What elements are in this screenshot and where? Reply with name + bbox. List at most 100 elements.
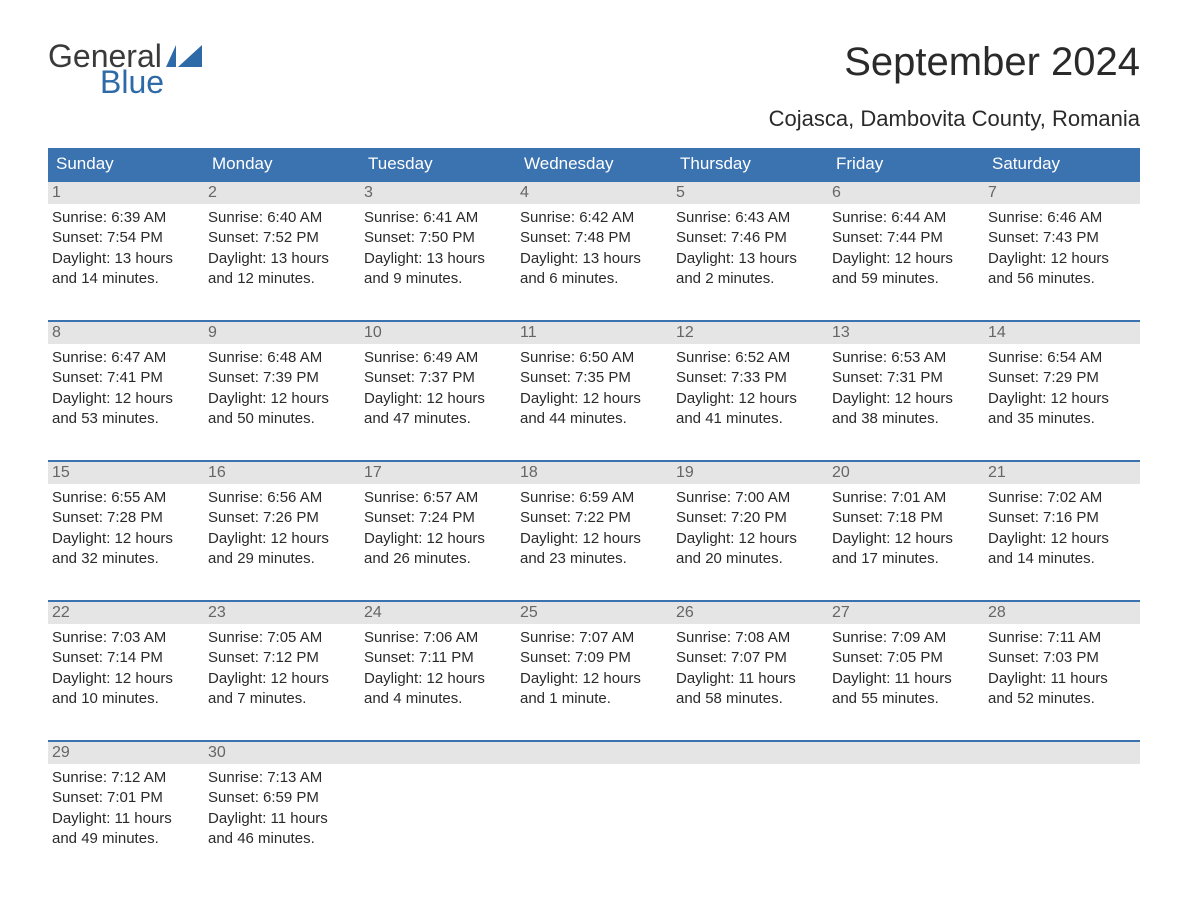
day-d2: and 47 minutes. <box>364 409 508 429</box>
day-d1: Daylight: 12 hours <box>988 249 1132 269</box>
day-cell: Sunrise: 7:08 AMSunset: 7:07 PMDaylight:… <box>672 624 828 713</box>
day-sunset: Sunset: 7:20 PM <box>676 508 820 528</box>
day-sunrise: Sunrise: 6:46 AM <box>988 208 1132 228</box>
day-number: 4 <box>516 181 672 204</box>
day-sunset: Sunset: 7:46 PM <box>676 228 820 248</box>
day-d1: Daylight: 12 hours <box>832 249 976 269</box>
day-sunset: Sunset: 7:11 PM <box>364 648 508 668</box>
day-d2: and 14 minutes. <box>988 549 1132 569</box>
day-sunset: Sunset: 7:26 PM <box>208 508 352 528</box>
day-cell: Sunrise: 6:42 AMSunset: 7:48 PMDaylight:… <box>516 204 672 293</box>
day-cell <box>516 764 672 853</box>
day-sunrise: Sunrise: 7:02 AM <box>988 488 1132 508</box>
day-sunset: Sunset: 7:24 PM <box>364 508 508 528</box>
day-d1: Daylight: 11 hours <box>52 809 196 829</box>
empty-day <box>360 741 516 764</box>
day-number: 13 <box>828 321 984 344</box>
day-d1: Daylight: 12 hours <box>208 529 352 549</box>
day-sunset: Sunset: 7:07 PM <box>676 648 820 668</box>
day-cell: Sunrise: 6:50 AMSunset: 7:35 PMDaylight:… <box>516 344 672 433</box>
day-sunrise: Sunrise: 7:09 AM <box>832 628 976 648</box>
day-number: 10 <box>360 321 516 344</box>
day-d1: Daylight: 12 hours <box>520 669 664 689</box>
day-sunset: Sunset: 7:09 PM <box>520 648 664 668</box>
day-d1: Daylight: 12 hours <box>364 389 508 409</box>
day-cell: Sunrise: 6:59 AMSunset: 7:22 PMDaylight:… <box>516 484 672 573</box>
day-cell: Sunrise: 6:40 AMSunset: 7:52 PMDaylight:… <box>204 204 360 293</box>
day-sunset: Sunset: 7:50 PM <box>364 228 508 248</box>
day-sunset: Sunset: 7:29 PM <box>988 368 1132 388</box>
day-sunset: Sunset: 7:14 PM <box>52 648 196 668</box>
day-d1: Daylight: 12 hours <box>520 529 664 549</box>
day-d1: Daylight: 13 hours <box>208 249 352 269</box>
empty-day <box>672 741 828 764</box>
day-sunrise: Sunrise: 6:50 AM <box>520 348 664 368</box>
day-sunset: Sunset: 7:33 PM <box>676 368 820 388</box>
day-sunset: Sunset: 7:44 PM <box>832 228 976 248</box>
day-d2: and 32 minutes. <box>52 549 196 569</box>
day-sunrise: Sunrise: 6:59 AM <box>520 488 664 508</box>
day-d2: and 6 minutes. <box>520 269 664 289</box>
day-number: 22 <box>48 601 204 624</box>
day-d2: and 53 minutes. <box>52 409 196 429</box>
day-d2: and 38 minutes. <box>832 409 976 429</box>
day-number: 6 <box>828 181 984 204</box>
day-d1: Daylight: 12 hours <box>832 529 976 549</box>
day-cell: Sunrise: 6:48 AMSunset: 7:39 PMDaylight:… <box>204 344 360 433</box>
day-d2: and 12 minutes. <box>208 269 352 289</box>
day-cell: Sunrise: 7:00 AMSunset: 7:20 PMDaylight:… <box>672 484 828 573</box>
day-number: 29 <box>48 741 204 764</box>
day-number: 18 <box>516 461 672 484</box>
day-sunrise: Sunrise: 6:52 AM <box>676 348 820 368</box>
day-sunrise: Sunrise: 6:42 AM <box>520 208 664 228</box>
day-d2: and 35 minutes. <box>988 409 1132 429</box>
day-number: 8 <box>48 321 204 344</box>
day-number: 23 <box>204 601 360 624</box>
day-number: 11 <box>516 321 672 344</box>
day-d2: and 26 minutes. <box>364 549 508 569</box>
day-sunset: Sunset: 7:18 PM <box>832 508 976 528</box>
day-cell: Sunrise: 6:57 AMSunset: 7:24 PMDaylight:… <box>360 484 516 573</box>
day-sunrise: Sunrise: 6:40 AM <box>208 208 352 228</box>
day-cell <box>984 764 1140 853</box>
day-d2: and 56 minutes. <box>988 269 1132 289</box>
logo-word-blue: Blue <box>100 66 164 98</box>
day-number: 27 <box>828 601 984 624</box>
day-header: Friday <box>828 148 984 181</box>
day-number: 16 <box>204 461 360 484</box>
day-cell <box>828 764 984 853</box>
day-header: Thursday <box>672 148 828 181</box>
day-number: 2 <box>204 181 360 204</box>
day-sunrise: Sunrise: 7:03 AM <box>52 628 196 648</box>
day-number: 24 <box>360 601 516 624</box>
day-sunrise: Sunrise: 6:56 AM <box>208 488 352 508</box>
day-d2: and 50 minutes. <box>208 409 352 429</box>
day-d2: and 4 minutes. <box>364 689 508 709</box>
empty-day <box>828 741 984 764</box>
day-sunset: Sunset: 7:39 PM <box>208 368 352 388</box>
day-cell <box>360 764 516 853</box>
day-d1: Daylight: 12 hours <box>988 529 1132 549</box>
day-d2: and 7 minutes. <box>208 689 352 709</box>
day-sunset: Sunset: 7:54 PM <box>52 228 196 248</box>
day-sunrise: Sunrise: 7:07 AM <box>520 628 664 648</box>
day-cell: Sunrise: 7:06 AMSunset: 7:11 PMDaylight:… <box>360 624 516 713</box>
day-d2: and 1 minute. <box>520 689 664 709</box>
day-sunset: Sunset: 7:28 PM <box>52 508 196 528</box>
day-d1: Daylight: 12 hours <box>520 389 664 409</box>
day-d1: Daylight: 12 hours <box>364 669 508 689</box>
day-number: 7 <box>984 181 1140 204</box>
day-d2: and 17 minutes. <box>832 549 976 569</box>
day-header: Wednesday <box>516 148 672 181</box>
day-d2: and 49 minutes. <box>52 829 196 849</box>
logo-flag-icon <box>166 45 202 67</box>
day-sunrise: Sunrise: 6:54 AM <box>988 348 1132 368</box>
day-cell: Sunrise: 6:41 AMSunset: 7:50 PMDaylight:… <box>360 204 516 293</box>
day-d1: Daylight: 11 hours <box>676 669 820 689</box>
day-sunrise: Sunrise: 6:41 AM <box>364 208 508 228</box>
page-title: September 2024 <box>844 40 1140 85</box>
day-number: 19 <box>672 461 828 484</box>
day-number: 26 <box>672 601 828 624</box>
day-cell: Sunrise: 7:13 AMSunset: 6:59 PMDaylight:… <box>204 764 360 853</box>
empty-day <box>516 741 672 764</box>
